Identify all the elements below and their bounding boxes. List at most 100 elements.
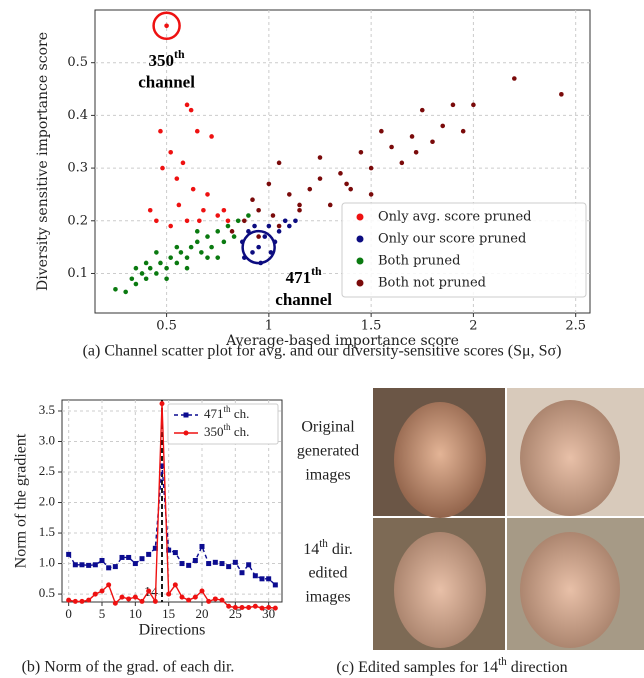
marker [72, 598, 78, 604]
legend-box [341, 202, 587, 298]
x-tick-label: 5 [99, 606, 106, 621]
scatter-point [471, 102, 476, 108]
scatter-point [194, 229, 200, 234]
scatter-point [184, 255, 190, 260]
scatter-point [450, 102, 456, 108]
marker [79, 562, 85, 568]
marker [179, 561, 185, 567]
marker [172, 582, 178, 588]
marker [99, 558, 105, 564]
face [520, 400, 620, 516]
legend-label: 471th ch. [204, 404, 249, 421]
scatter-point [282, 218, 288, 224]
scatter-point [209, 134, 214, 139]
scatter-point [180, 160, 186, 166]
scatter-point [129, 276, 135, 282]
marker [92, 562, 98, 568]
scatter-point [176, 202, 182, 208]
y-tick-label: 0.4 [67, 108, 88, 123]
scatter-point [158, 128, 163, 134]
scatter-point [297, 207, 302, 213]
y-tick-label: 0.5 [39, 585, 55, 600]
caption: (b) Norm of the grad. of each dir. [22, 659, 235, 676]
scatter-point [174, 244, 180, 250]
marker [172, 550, 178, 556]
scatter-point [512, 76, 517, 81]
scatter-point [168, 149, 173, 155]
scatter-point [256, 207, 261, 213]
scatter-point [174, 176, 180, 181]
scatter-point [158, 260, 163, 266]
scatter-point [409, 134, 415, 139]
scatter-point [184, 265, 190, 271]
scatter-point [174, 260, 180, 266]
marker [86, 562, 92, 568]
legend-marker [356, 213, 364, 221]
scatter-point [194, 239, 200, 245]
scatter-point [184, 218, 190, 224]
scatter-point [221, 207, 227, 213]
y-tick-label: 2.5 [39, 463, 55, 478]
scatter-point [287, 192, 292, 197]
scatter-point [250, 250, 255, 255]
x-axis-label: Directions [139, 622, 206, 639]
scatter-point [164, 23, 169, 29]
annotation: 471th [286, 264, 322, 287]
marker [146, 588, 152, 594]
image-panel [373, 388, 644, 650]
marker [259, 576, 265, 582]
scatter-point [246, 213, 251, 218]
scatter-point [215, 213, 221, 218]
scatter-point [348, 186, 353, 192]
legend-marker [356, 235, 364, 243]
marker [166, 547, 172, 553]
y-tick-label: 0.1 [67, 266, 88, 281]
y-tick-label: 2.0 [39, 494, 55, 509]
marker [152, 545, 158, 551]
scatter-point [154, 218, 159, 224]
scatter-point [221, 239, 227, 245]
row-label: images [305, 467, 350, 484]
scatter-point [270, 213, 276, 218]
scatter-point [256, 234, 261, 239]
marker [92, 591, 98, 597]
scatter-point [358, 149, 364, 155]
y-tick-label: 0.3 [67, 161, 88, 176]
scatter-point [205, 234, 210, 239]
scatter-point [297, 202, 302, 208]
scatter-point [215, 255, 221, 260]
scatter-point [430, 139, 435, 145]
scatter-point [338, 171, 343, 176]
scatter-point [389, 144, 394, 150]
x-tick-label: 0 [65, 606, 72, 621]
scatter-point [307, 186, 313, 192]
row-label: edited [308, 565, 347, 582]
marker [166, 591, 172, 597]
y-axis-label: Norm of the gradient [13, 433, 30, 568]
scatter-point [143, 260, 149, 266]
scatter-point [164, 276, 169, 282]
scatter-point [139, 271, 145, 276]
marker [252, 603, 258, 609]
scatter-point [133, 265, 139, 271]
scatter-point [164, 265, 169, 271]
marker [226, 564, 232, 570]
marker [112, 600, 118, 606]
x-tick-label: 0.5 [156, 319, 177, 334]
y-axis-label: Diversity sensitive importance score [35, 32, 51, 291]
scatter-point [147, 207, 153, 213]
row-label: images [305, 589, 350, 606]
marker [112, 564, 118, 570]
marker [66, 551, 72, 557]
scatter-point [368, 192, 374, 197]
marker [106, 565, 112, 571]
caption: (a) Channel scatter plot for avg. and ou… [83, 343, 562, 360]
legend-marker [356, 257, 364, 265]
row-label: Original [301, 419, 355, 436]
marker [186, 597, 192, 603]
marker [132, 594, 138, 600]
scatter-point [154, 271, 159, 276]
scatter-point [317, 176, 323, 181]
marker [239, 604, 245, 610]
